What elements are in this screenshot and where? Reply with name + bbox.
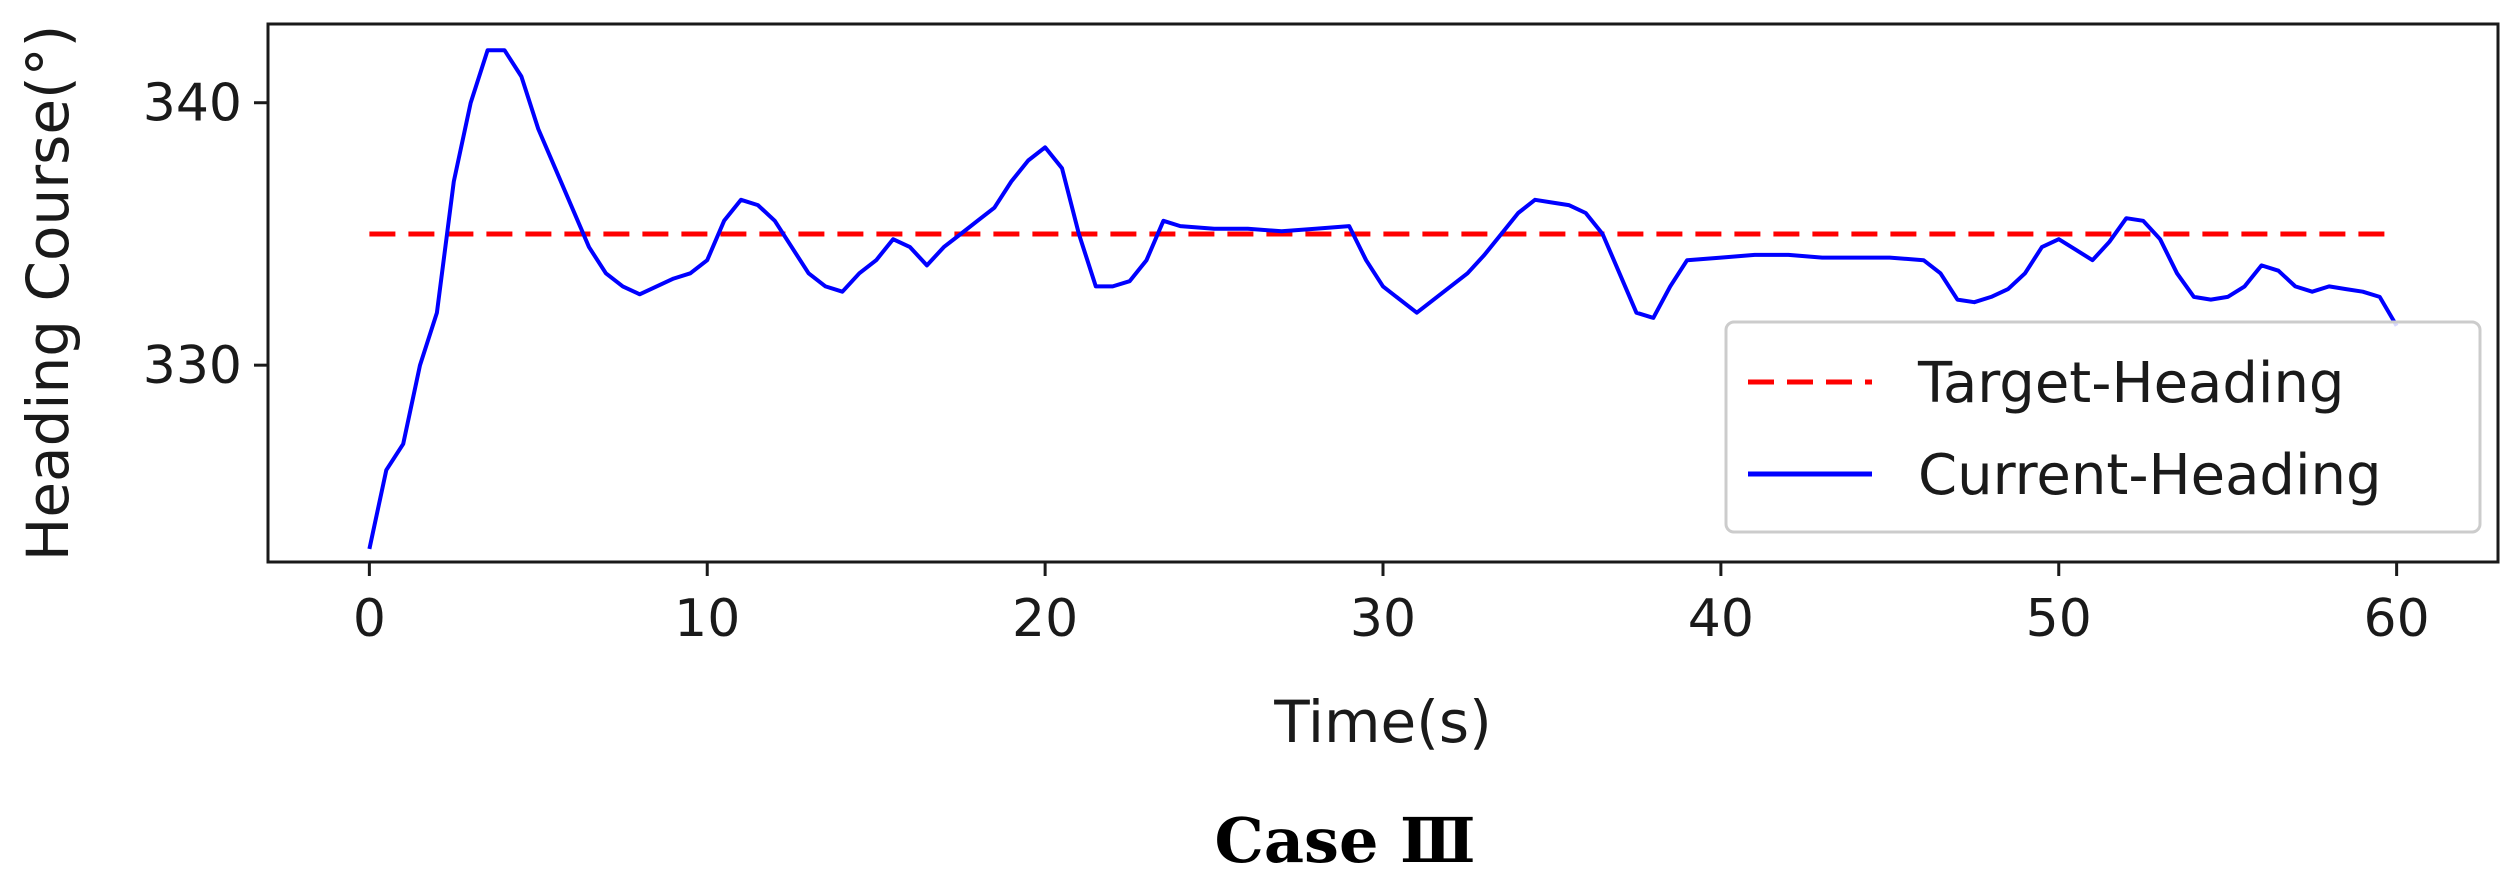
figure-caption: Case Ⅲ: [1215, 804, 1476, 877]
plot-frame: [266, 22, 2500, 564]
plot-area: [367, 48, 2399, 550]
x-axis-label: Time(s): [1273, 688, 1491, 756]
legend: Target-Heading Current-Heading: [1724, 320, 2482, 534]
current-heading-line: [367, 48, 2399, 550]
x-tick-label: 30: [1350, 589, 1416, 649]
x-tick-label: 10: [674, 589, 740, 649]
x-axis-ticks: 0 10 20 30 40 50 60: [353, 562, 2430, 649]
y-axis-label: Heading Course(°): [14, 25, 82, 562]
y-axis-ticks: 330 340: [143, 74, 268, 396]
x-tick-label: 0: [353, 589, 386, 649]
legend-box: [1724, 320, 2482, 534]
x-tick-label: 40: [1688, 589, 1754, 649]
x-tick-label: 50: [2026, 589, 2092, 649]
legend-label-current-heading: Current-Heading: [1918, 443, 2382, 508]
x-tick-label: 60: [2364, 589, 2430, 649]
x-tick-label: 20: [1012, 589, 1078, 649]
y-tick-label: 330: [143, 336, 242, 396]
y-tick-label: 340: [143, 74, 242, 134]
legend-label-target-heading: Target-Heading: [1917, 351, 2344, 416]
